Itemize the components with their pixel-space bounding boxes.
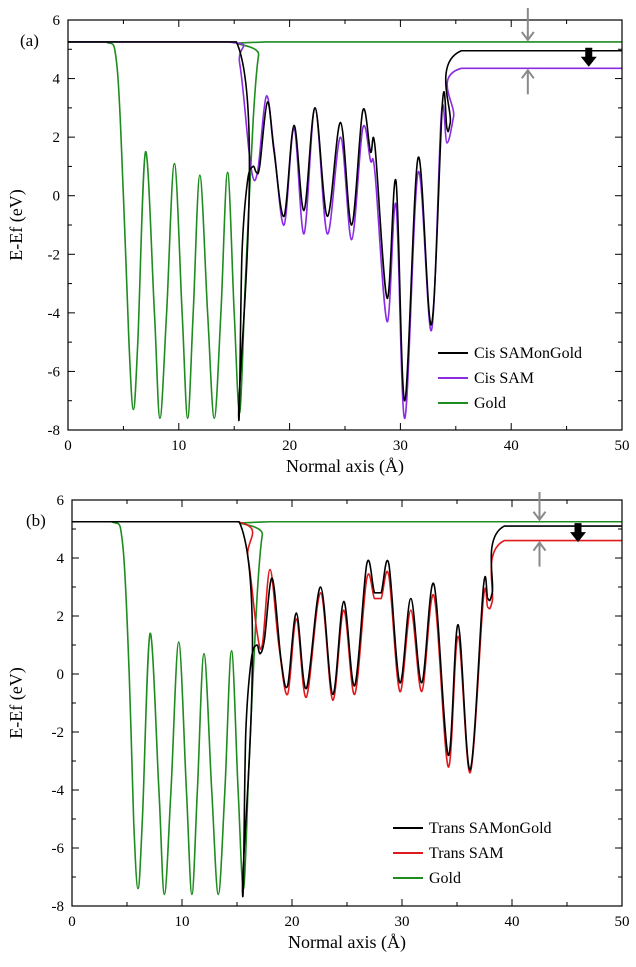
- y-tick-label: -6: [52, 841, 65, 857]
- panel-label: (b): [26, 511, 46, 530]
- y-tick-label: -8: [48, 423, 61, 439]
- chart-panel: 0 10 20 30 40 50 -8 -6 -4 -2 0 2 4 6 Normal axis (Å) E-…: [6, 8, 630, 477]
- y-tick-label: 6: [57, 493, 65, 509]
- x-tick-label: 10: [171, 438, 186, 454]
- x-tick-label: 50: [615, 914, 630, 930]
- gap-arrow-head: [521, 68, 535, 79]
- x-tick-label: 40: [505, 914, 520, 930]
- x-tick-label: 30: [395, 914, 410, 930]
- y-tick-label: -8: [52, 899, 65, 915]
- down-arrow-icon: [580, 47, 597, 67]
- y-tick-label: -4: [52, 783, 65, 799]
- y-tick-label: 2: [53, 130, 61, 146]
- legend-label: Gold: [429, 870, 461, 887]
- y-tick-label: -6: [48, 364, 61, 380]
- y-axis-title: E-Ef (eV): [6, 189, 27, 260]
- y-tick-label: -2: [48, 247, 61, 263]
- series-line: [72, 520, 622, 898]
- chart-panel: 0 10 20 30 40 50 -8 -6 -4 -2 0 2 4 6 Normal axis (Å) E-…: [6, 492, 630, 953]
- y-tick-label: 0: [53, 189, 61, 205]
- x-axis-title: Normal axis (Å): [288, 932, 406, 953]
- y-tick-label: -4: [48, 306, 61, 322]
- x-tick-label: 30: [393, 438, 408, 454]
- down-arrow-icon: [570, 523, 586, 543]
- legend-label: Trans SAMonGold: [429, 820, 552, 837]
- y-tick-label: 4: [53, 72, 61, 88]
- x-tick-label: 40: [504, 438, 519, 454]
- x-tick-label: 10: [175, 914, 190, 930]
- x-axis-title: Normal axis (Å): [286, 456, 404, 477]
- legend-label: Gold: [474, 395, 506, 412]
- y-tick-label: 4: [57, 551, 65, 567]
- x-tick-label: 50: [615, 438, 630, 454]
- y-tick-label: 2: [57, 609, 65, 625]
- y-tick-label: -2: [52, 725, 65, 741]
- legend-label: Cis SAM: [474, 370, 534, 387]
- panel-label: (a): [20, 31, 39, 50]
- x-tick-label: 0: [64, 438, 72, 454]
- y-axis-title: E-Ef (eV): [6, 667, 27, 738]
- y-tick-label: 0: [57, 667, 65, 683]
- series-line: [68, 41, 622, 421]
- legend-label: Trans SAM: [429, 845, 504, 862]
- y-tick-label: 6: [53, 13, 61, 29]
- x-tick-label: 20: [282, 438, 297, 454]
- x-tick-label: 0: [68, 914, 76, 930]
- series-line: [72, 520, 622, 896]
- x-tick-label: 20: [285, 914, 300, 930]
- legend-label: Cis SAMonGold: [474, 345, 582, 362]
- gap-arrow-head: [532, 540, 547, 552]
- gap-arrow-head: [521, 31, 535, 42]
- gap-arrow-head: [532, 511, 547, 522]
